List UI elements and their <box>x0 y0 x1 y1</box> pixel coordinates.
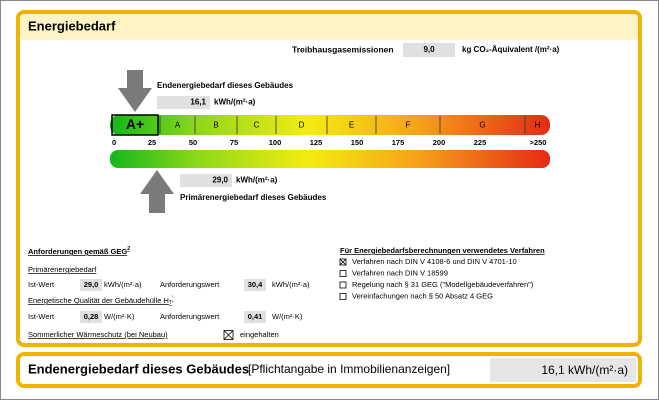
class-label: G <box>479 121 485 130</box>
primary-scale-bar <box>110 150 550 168</box>
class-label: E <box>349 121 354 130</box>
requirement-value: 0,41 <box>248 312 263 321</box>
value-box <box>244 311 266 323</box>
requirement-label: Ist-Wert <box>28 280 55 289</box>
value-box <box>80 311 102 323</box>
envelope-sup: ' <box>172 296 173 302</box>
method-label: Regelung nach § 31 GEG ("Modellgebäudeve… <box>352 280 534 289</box>
emissions-value: 9,0 <box>423 45 435 54</box>
checkbox-mark <box>339 258 347 266</box>
requirement-label: Ist-Wert <box>28 312 55 321</box>
scale-tick-label: >250 <box>530 138 547 147</box>
summer-label: Sommerlicher Wärmeschutz (bei Neubau) <box>28 330 168 339</box>
requirement-label: W/(m²·K) <box>272 312 303 321</box>
checkbox-mark <box>223 330 234 340</box>
footnote: 2 <box>127 246 130 252</box>
envelope-sub: T <box>169 300 172 306</box>
primary-energy-label: Primärenergiebedarf dieses Gebäudes <box>180 193 327 202</box>
methods: Verfahren nach DIN V 4108-6 und DIN V 47… <box>339 257 534 300</box>
emissions-unit: kg CO₂-Äquivalent /(m²·a) <box>462 45 560 54</box>
scale-tick-label: 0 <box>112 138 116 147</box>
scale-tick-label: 225 <box>474 138 487 147</box>
header-title: Energiebedarf <box>28 18 116 33</box>
checkbox <box>339 270 347 277</box>
requirement-value: 30,4 <box>248 280 263 289</box>
primary-energy-value: 29,0 <box>212 176 228 185</box>
requirement-label: Anforderungswert <box>160 312 220 321</box>
scale-tick-label: 150 <box>351 138 364 147</box>
class-label: H <box>535 121 541 130</box>
requirement-label: Anforderungswert <box>160 280 220 289</box>
requirements-title: Anforderungen gemäß GEG2 <box>28 246 130 256</box>
summer-status: eingehalten <box>240 330 279 339</box>
method-label: Verfahren nach DIN V 18599 <box>352 268 448 277</box>
footer-panel <box>16 352 642 388</box>
value-box <box>80 279 102 291</box>
primary-energy-arrow <box>140 170 174 213</box>
footer-note: [Pflichtangabe in Immobilienanzeigen] <box>248 362 450 376</box>
envelope-title-text: Energetische Qualität der Gebäudehülle H <box>28 296 169 305</box>
main-panel <box>16 10 642 347</box>
method-label: Verfahren nach DIN V 4108-6 und DIN V 47… <box>352 257 517 266</box>
class-label: F <box>406 121 411 130</box>
requirement-label: kWh/(m²·a) <box>104 280 142 289</box>
class-highlight <box>111 114 159 136</box>
envelope-title: Energetische Qualität der Gebäudehülle H… <box>28 296 173 307</box>
end-energy-unit: kWh/(m²·a) <box>214 98 256 107</box>
checkbox <box>339 281 347 289</box>
scale-tick-label: 100 <box>269 138 282 147</box>
footer-value: 16,1 kWh/(m²·a) <box>541 363 628 377</box>
requirement-value: 29,0 <box>84 280 99 289</box>
scale-tick-label: 175 <box>392 138 405 147</box>
method-label: Vereinfachungen nach § 50 Absatz 4 GEG <box>352 291 493 300</box>
class-label: D <box>299 121 305 130</box>
end-energy-value: 16,1 <box>190 98 206 107</box>
primary-energy-unit: kWh/(m²·a) <box>236 176 278 185</box>
requirement-label: kWh/(m²·a) <box>272 280 310 289</box>
scale-tick-label: 50 <box>189 138 197 147</box>
footer-value-box <box>490 358 636 382</box>
emissions-label: Treibhausgasemissionen <box>292 44 394 54</box>
scale-tick-label: 125 <box>310 138 323 147</box>
class-label: C <box>254 121 260 130</box>
value-box <box>244 279 266 291</box>
value-box <box>180 174 232 187</box>
value-box <box>157 96 210 109</box>
requirement-label: W/(m²·K) <box>104 312 135 321</box>
scale-tick-label: 25 <box>148 138 156 147</box>
class-label: A+ <box>126 116 144 132</box>
methods-title: Für Energiebedarfsberechnungen verwendet… <box>340 246 545 255</box>
requirement-value: 0,28 <box>84 312 99 321</box>
class-label: B <box>213 121 218 130</box>
class-label: A <box>175 121 181 130</box>
scale-tick-label: 75 <box>230 138 238 147</box>
end-energy-arrow <box>118 70 152 112</box>
requirements-title-text: Anforderungen gemäß GEG <box>28 247 127 256</box>
value-box <box>403 43 455 57</box>
scale-tick-label: 200 <box>433 138 446 147</box>
footer-title: Endenergiebedarf dieses Gebäudes <box>28 361 249 376</box>
primary-title: Primärenergiebedarf <box>28 265 97 274</box>
end-energy-label: Endenergiebedarf dieses Gebäudes <box>157 81 294 90</box>
checkbox <box>339 293 347 300</box>
header-band <box>20 14 638 40</box>
scale: A+ A B C D E F G H 0 25 50 75 100 125 150 175 200 225 >250 <box>111 114 547 147</box>
